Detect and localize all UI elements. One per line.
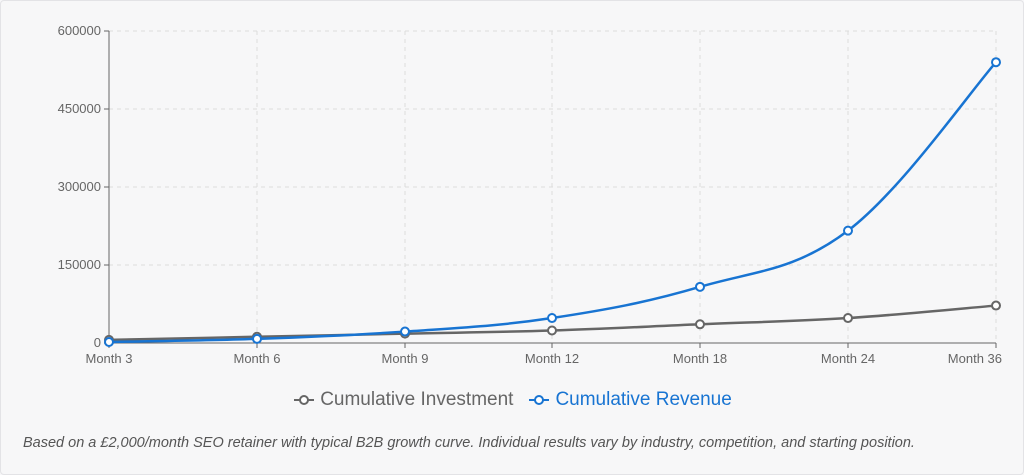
data-point <box>695 319 705 330</box>
x-tick-label: Month 3 <box>86 351 133 366</box>
legend-item-investment[interactable]: Cumulative Investment <box>294 389 513 411</box>
data-point <box>991 57 1001 68</box>
data-point <box>547 313 557 324</box>
data-point <box>695 281 705 292</box>
x-tick-label: Month 18 <box>673 351 727 366</box>
line-marker-icon <box>529 395 550 405</box>
line-marker-icon <box>294 395 315 405</box>
y-tick-label: 450000 <box>58 101 101 116</box>
series <box>104 57 1001 347</box>
x-tick-label: Month 6 <box>234 351 281 366</box>
legend-label-revenue: Cumulative Revenue <box>555 389 732 410</box>
legend-item-revenue[interactable]: Cumulative Revenue <box>529 389 732 411</box>
data-point <box>252 333 262 344</box>
data-point <box>991 300 1001 311</box>
data-point <box>843 225 853 236</box>
x-tick-label: Month 9 <box>382 351 429 366</box>
data-point <box>400 326 410 337</box>
chart-caption: Based on a £2,000/month SEO retainer wit… <box>23 435 915 451</box>
grid <box>109 30 997 343</box>
data-point <box>104 336 114 347</box>
y-tick-label: 150000 <box>58 257 101 272</box>
x-tick-label: Month 12 <box>525 351 579 366</box>
legend: Cumulative Investment Cumulative Revenue <box>1 389 1024 411</box>
y-tick-label: 0 <box>94 335 101 350</box>
data-point <box>547 325 557 336</box>
y-tick-label: 300000 <box>58 179 101 194</box>
x-tick-label: Month 36 <box>948 351 1002 366</box>
x-tick-label: Month 24 <box>821 351 875 366</box>
data-point <box>843 313 853 324</box>
y-tick-label: 600000 <box>58 23 101 38</box>
legend-label-investment: Cumulative Investment <box>320 389 514 410</box>
